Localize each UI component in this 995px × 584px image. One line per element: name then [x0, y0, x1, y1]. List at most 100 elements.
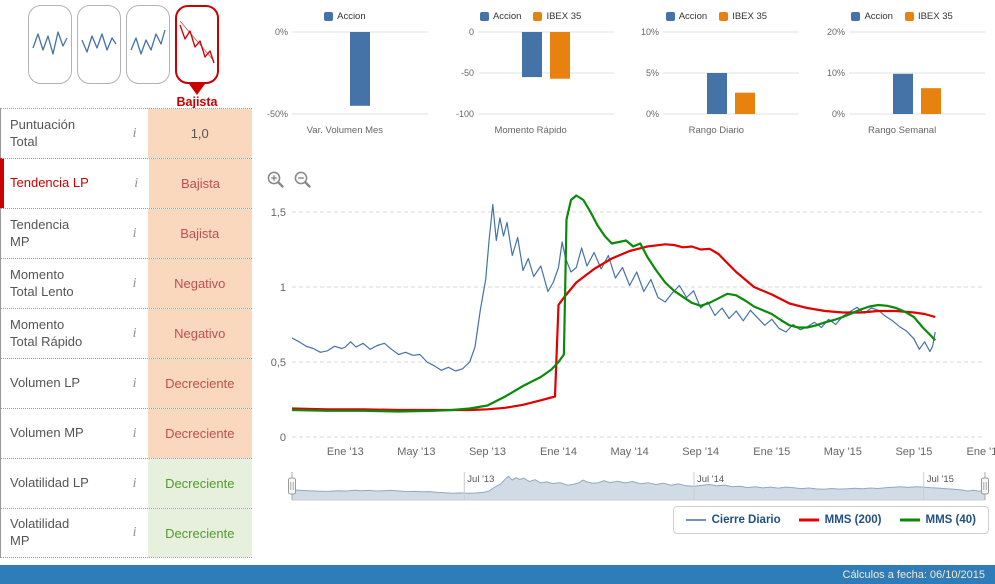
indicator-value: Decreciente — [147, 459, 252, 508]
indicator-value: Bajista — [147, 209, 252, 258]
indicator-value: Decreciente — [147, 509, 252, 557]
x-tick-label: May '15 — [824, 446, 862, 458]
mini-chart-var-volumen-mes: Accion 0% -50% Var. Volumen Mes — [252, 0, 438, 152]
indicator-row-puntuacion-total: Puntuación Total i 1,0 — [0, 108, 252, 158]
indicator-row-volumen-mp: Volumen MP i Decreciente — [0, 408, 252, 458]
zoom-out-button[interactable] — [293, 170, 313, 190]
indicator-label: Volumen MP — [10, 425, 84, 441]
info-icon[interactable]: i — [132, 225, 137, 241]
trend-pattern-1[interactable] — [28, 5, 72, 84]
indicator-label: Volatilidad MP — [10, 516, 70, 548]
ibex-35-swatch-icon — [533, 11, 543, 21]
bar-ibex-35 — [735, 92, 756, 114]
trend-pattern-3[interactable] — [126, 5, 170, 84]
legend-item-accion[interactable]: Accion — [851, 11, 893, 22]
mini-chart-plot: 20% 10% 0% — [827, 27, 986, 119]
legend-label: Accion — [678, 10, 708, 22]
y-tick-label: 10% — [827, 68, 845, 78]
y-tick-label: 20% — [827, 27, 845, 37]
mini-chart-title: Var. Volumen Mes — [306, 125, 384, 136]
indicator-label: Tendencia LP — [10, 175, 89, 191]
sparkline-icon — [179, 20, 215, 64]
y-tick-label: 1,5 — [271, 207, 286, 219]
accion-swatch-icon — [851, 11, 861, 21]
legend-line-icon — [798, 518, 819, 522]
mini-charts-row: Accion 0% -50% Var. Volumen Mes Accion IBEX 3… — [252, 0, 995, 152]
trend-pattern-2[interactable] — [77, 5, 121, 84]
indicator-row-momento-total-rapido: Momento Total Rápido i Negativo — [0, 308, 252, 358]
indicator-row-volumen-lp: Volumen LP i Decreciente — [0, 358, 252, 408]
x-tick-label: Ene '15 — [753, 446, 790, 458]
info-icon[interactable]: i — [132, 375, 137, 391]
indicator-row-volatilidad-mp: Volatilidad MP i Decreciente — [0, 508, 252, 558]
calc-date-text: Cálculos a fecha: 06/10/2015 — [842, 568, 986, 581]
mini-chart-rango-diario: Accion IBEX 35 10% 5% 0% Rango Diario — [624, 0, 810, 152]
navigator[interactable]: Jul '13 Jul '14 Jul '15 — [252, 470, 995, 504]
navigator-tick-label: Jul '14 — [697, 474, 724, 485]
trend-thumbnails: Bajista — [0, 0, 252, 109]
legend-item-accion[interactable]: Accion — [479, 11, 521, 22]
indicator-value: Decreciente — [147, 359, 252, 408]
legend-label: Cierre Diario — [711, 514, 781, 526]
series-mms-200-line — [291, 243, 936, 412]
legend-item-ibex-35[interactable]: IBEX 35 — [904, 11, 953, 22]
y-tick-label: -50% — [267, 109, 288, 119]
x-tick-label: Ene '14 — [540, 446, 577, 458]
legend-item-mms-200[interactable]: MMS (200) — [798, 514, 882, 526]
bar-accion — [707, 73, 728, 114]
legend-item-ibex-35[interactable]: IBEX 35 — [533, 11, 581, 22]
y-tick-label: 1 — [280, 282, 286, 294]
indicator-label: Volumen LP — [10, 375, 81, 391]
mini-chart-legend: Accion IBEX 35 — [479, 9, 581, 23]
mini-chart-rango-semanal: Accion IBEX 35 20% 10% 0% Rango Semanal — [809, 0, 995, 152]
indicator-value: Decreciente — [147, 409, 252, 458]
bar-ibex-35 — [921, 88, 942, 114]
info-icon[interactable]: i — [132, 275, 137, 291]
info-icon[interactable]: i — [132, 475, 137, 491]
indicator-row-momento-total-lento: Momento Total Lento i Negativo — [0, 258, 252, 308]
x-tick-label: May '13 — [397, 446, 435, 458]
indicator-row-tendencia-lp: Tendencia LP i Bajista — [0, 158, 252, 208]
legend-item-cierre-diario[interactable]: Cierre Diario — [685, 514, 781, 526]
y-tick-label: 10% — [641, 27, 659, 37]
y-tick-label: 0% — [275, 27, 288, 37]
legend-label: MMS (40) — [925, 514, 976, 526]
navigator-left-handle[interactable] — [288, 477, 296, 495]
legend-line-icon — [685, 519, 706, 521]
mini-chart-momento-rapido: Accion IBEX 35 0 -50 -100 Momento Rápido — [438, 0, 624, 152]
legend-label: IBEX 35 — [732, 10, 768, 22]
zoom-out-icon — [294, 171, 311, 188]
price-chart[interactable]: 0 0,5 1 1,5 Ene '13 May '13 Sep '13 Ene '14 May … — [252, 152, 995, 464]
y-tick-label: 0 — [469, 27, 474, 37]
info-icon[interactable]: i — [134, 175, 139, 191]
trend-pattern-bajista[interactable] — [175, 5, 219, 84]
bearish-pointer-icon — [189, 84, 205, 95]
zoom-in-button[interactable] — [266, 170, 286, 190]
info-icon[interactable]: i — [132, 325, 137, 341]
navigator-tick-label: Jul '13 — [467, 474, 494, 485]
legend-item-ibex-35[interactable]: IBEX 35 — [719, 11, 767, 22]
info-icon[interactable]: i — [132, 125, 137, 141]
legend-item-accion[interactable]: Accion — [324, 11, 366, 22]
mini-chart-title: Momento Rápido — [494, 125, 567, 136]
legend-item-accion[interactable]: Accion — [665, 10, 708, 22]
legend-label: MMS (200) — [824, 514, 882, 526]
indicator-label: Volatilidad LP — [10, 475, 89, 491]
indicator-value: Bajista — [148, 159, 252, 208]
chart-legend: Cierre Diario MMS (200) MMS (40) — [672, 506, 989, 534]
y-tick-label: -100 — [456, 109, 474, 119]
price-chart-panel: 0 0,5 1 1,5 Ene '13 May '13 Sep '13 Ene '14 May … — [252, 152, 995, 565]
indicator-label: Momento Total Lento — [10, 266, 74, 299]
y-tick-label: 5% — [646, 68, 659, 78]
x-tick-label: Sep '15 — [895, 446, 932, 458]
indicator-row-tendencia-mp: Tendencia MP i Bajista — [0, 208, 252, 258]
indicator-value: Negativo — [147, 309, 252, 358]
navigator-right-handle[interactable] — [981, 477, 989, 495]
info-icon[interactable]: i — [132, 425, 137, 441]
x-tick-label: May '14 — [611, 446, 649, 458]
info-icon[interactable]: i — [132, 525, 137, 540]
y-tick-label: 0,5 — [271, 357, 286, 369]
legend-item-mms-40[interactable]: MMS (40) — [899, 514, 976, 526]
series-mms-40-line — [291, 194, 937, 413]
indicator-table: Puntuación Total i 1,0 Tendencia LP i Bajista… — [0, 108, 252, 558]
